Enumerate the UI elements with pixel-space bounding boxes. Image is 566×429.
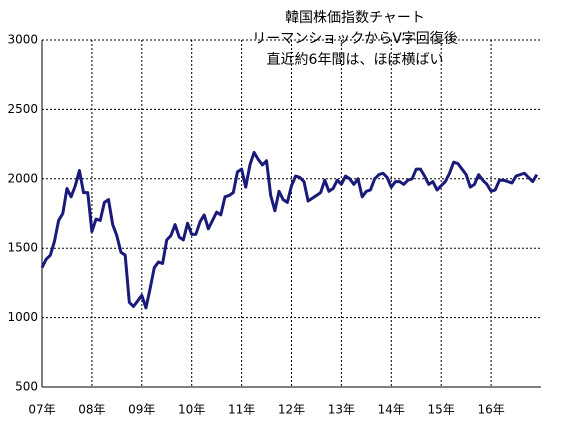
x-tick-label: 12年 xyxy=(278,403,305,417)
x-tick-label: 14年 xyxy=(378,403,405,417)
x-tick-label: 11年 xyxy=(228,403,255,417)
x-tick-label: 08年 xyxy=(78,403,105,417)
y-tick-label: 2500 xyxy=(7,102,38,116)
y-tick-label: 1500 xyxy=(7,241,38,255)
x-tick-label: 16年 xyxy=(477,403,504,417)
data-line xyxy=(40,150,539,310)
x-tick-label: 15年 xyxy=(428,403,455,417)
y-tick-label: 3000 xyxy=(7,33,38,47)
y-tick-label: 1000 xyxy=(7,310,38,324)
chart-title: 直近約6年間は、ほぼ横ばい xyxy=(267,51,444,68)
x-tick-label: 07年 xyxy=(28,403,55,417)
y-tick-label: 500 xyxy=(15,380,38,394)
chart-title: リーマンショックからV字回復後 xyxy=(252,30,458,47)
x-tick-label: 13年 xyxy=(328,403,355,417)
x-tick-label: 09年 xyxy=(128,403,155,417)
y-tick-label: 2000 xyxy=(7,171,38,185)
x-tick-label: 10年 xyxy=(178,403,205,417)
chart-title: 韓国株価指数チャート xyxy=(285,10,425,26)
